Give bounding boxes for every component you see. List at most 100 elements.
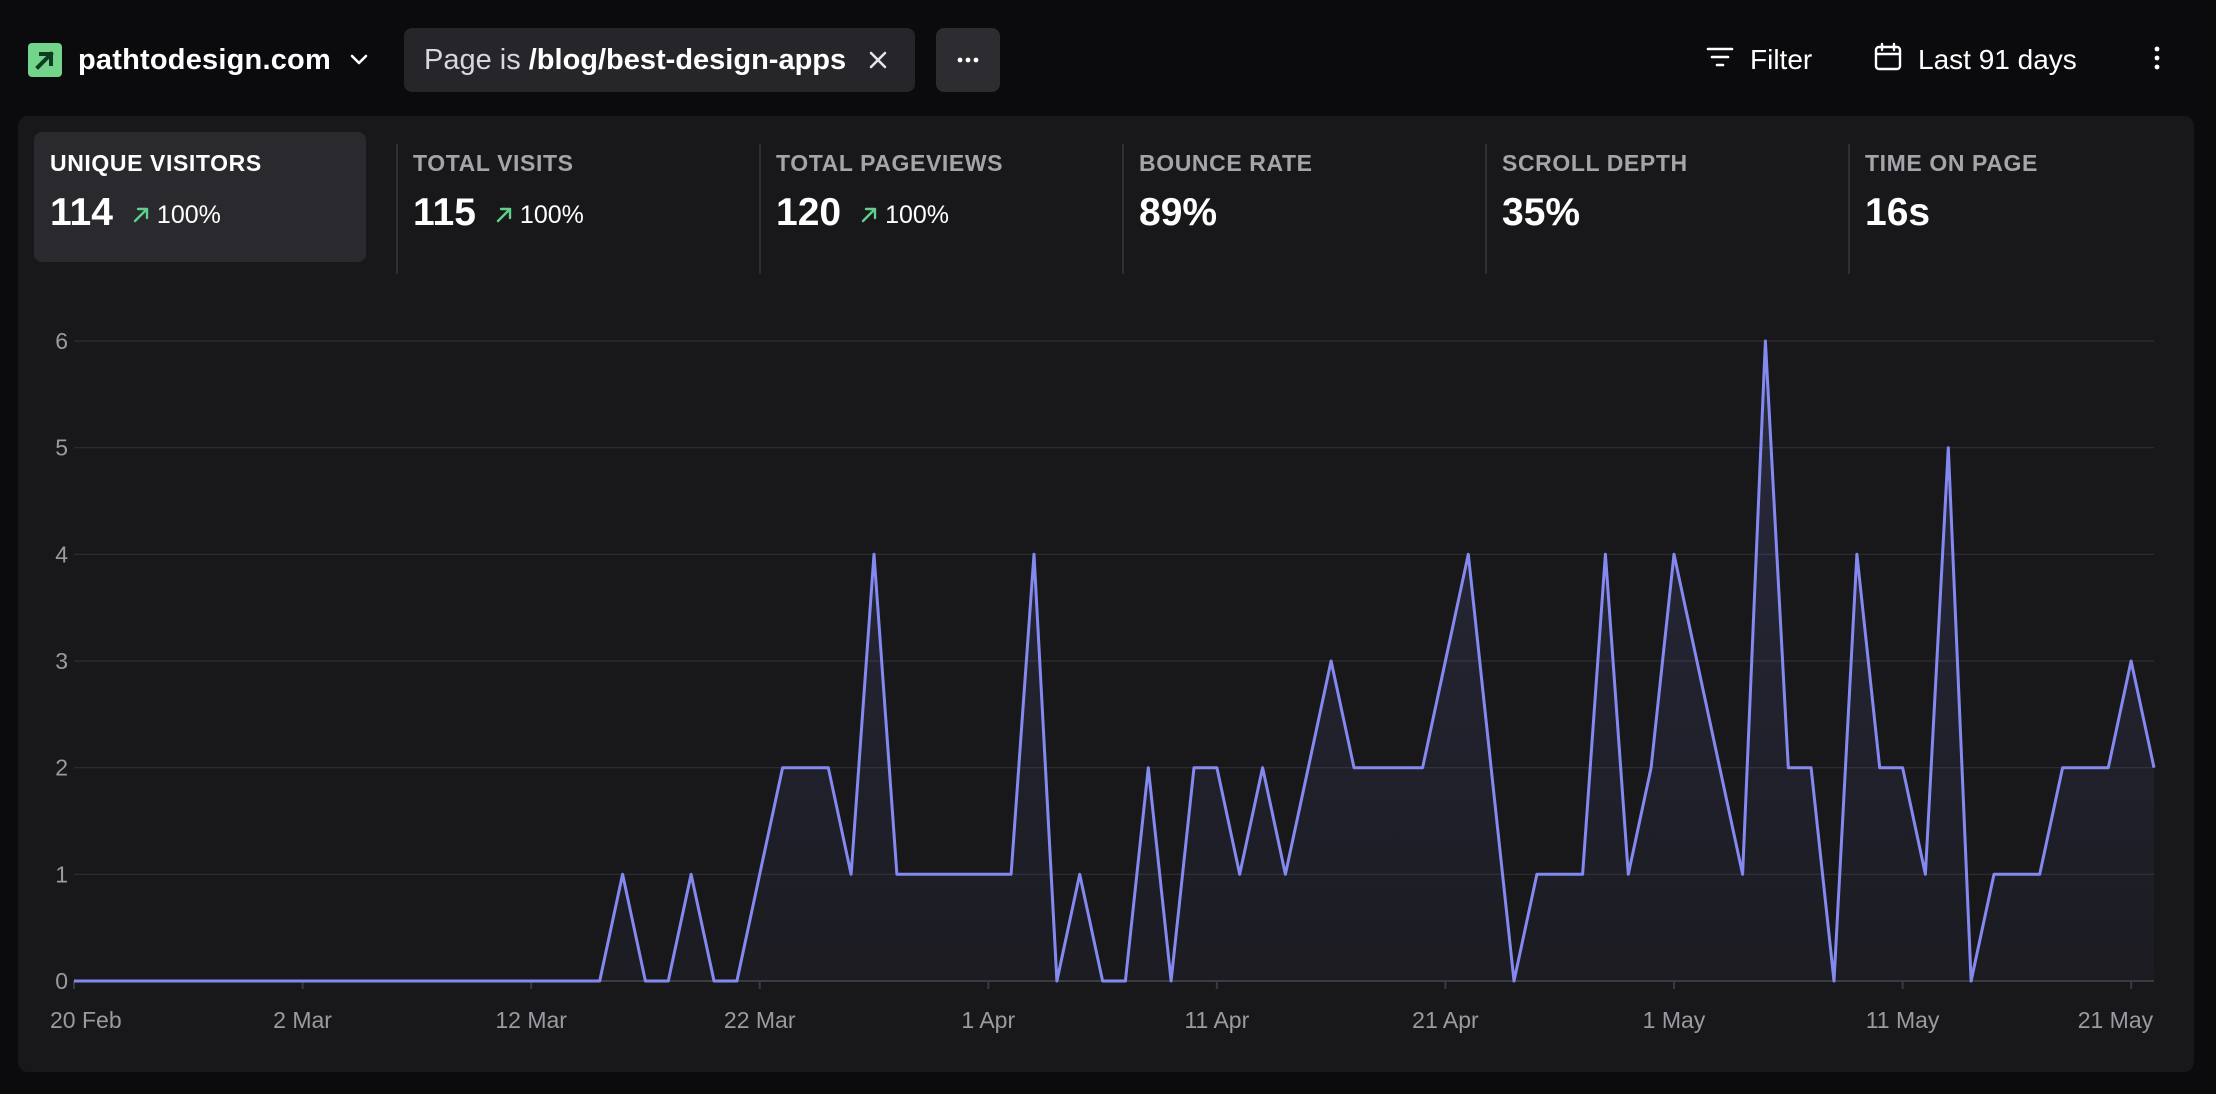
data-point[interactable] <box>1759 335 1771 347</box>
data-point[interactable] <box>617 868 629 880</box>
data-point[interactable] <box>365 975 377 987</box>
data-point[interactable] <box>159 975 171 987</box>
data-point[interactable] <box>1165 975 1177 987</box>
data-point[interactable] <box>434 975 446 987</box>
more-filters-button[interactable] <box>936 28 1000 92</box>
data-point[interactable] <box>891 868 903 880</box>
data-point[interactable] <box>1714 762 1726 774</box>
data-point[interactable] <box>1691 655 1703 667</box>
data-point[interactable] <box>411 975 423 987</box>
data-point[interactable] <box>1531 868 1543 880</box>
data-point[interactable] <box>708 975 720 987</box>
data-point[interactable] <box>1142 762 1154 774</box>
data-point[interactable] <box>662 975 674 987</box>
data-point[interactable] <box>1919 868 1931 880</box>
filter-button[interactable]: Filter <box>1706 30 1812 90</box>
data-point[interactable] <box>1554 868 1566 880</box>
data-point[interactable] <box>1394 762 1406 774</box>
stat-bounce-rate[interactable]: BOUNCE RATE 89% <box>1123 132 1455 262</box>
data-point[interactable] <box>2102 762 2114 774</box>
visitors-chart[interactable]: 0 1 2 3 4 5 6 20 Feb 2 Mar 12 Mar 22 Mar 1 Apr 11 A… <box>18 116 2194 1072</box>
data-point[interactable] <box>91 975 103 987</box>
data-point[interactable] <box>1005 868 1017 880</box>
data-point[interactable] <box>1257 762 1269 774</box>
data-point[interactable] <box>2079 762 2091 774</box>
data-point[interactable] <box>388 975 400 987</box>
data-point[interactable] <box>1325 655 1337 667</box>
data-point[interactable] <box>777 762 789 774</box>
data-point[interactable] <box>1942 442 1954 454</box>
options-menu-button[interactable] <box>2142 38 2172 82</box>
data-point[interactable] <box>639 975 651 987</box>
data-point[interactable] <box>731 975 743 987</box>
data-point[interactable] <box>1279 868 1291 880</box>
data-point[interactable] <box>1805 762 1817 774</box>
data-point[interactable] <box>1188 762 1200 774</box>
data-point[interactable] <box>137 975 149 987</box>
data-point[interactable] <box>457 975 469 987</box>
data-point[interactable] <box>342 975 354 987</box>
data-point[interactable] <box>2034 868 2046 880</box>
data-point[interactable] <box>205 975 217 987</box>
data-point[interactable] <box>1439 655 1451 667</box>
data-point[interactable] <box>1051 975 1063 987</box>
data-point[interactable] <box>479 975 491 987</box>
data-point[interactable] <box>594 975 606 987</box>
data-point[interactable] <box>1348 762 1360 774</box>
stat-total-visits[interactable]: TOTAL VISITS 115 100% <box>397 132 729 262</box>
data-point[interactable] <box>228 975 240 987</box>
data-point[interactable] <box>1417 762 1429 774</box>
data-point[interactable] <box>525 975 537 987</box>
data-point[interactable] <box>1302 762 1314 774</box>
data-point[interactable] <box>845 868 857 880</box>
data-point[interactable] <box>1234 868 1246 880</box>
data-point[interactable] <box>754 868 766 880</box>
data-point[interactable] <box>914 868 926 880</box>
data-point[interactable] <box>1988 868 2000 880</box>
data-point[interactable] <box>274 975 286 987</box>
data-point[interactable] <box>868 548 880 560</box>
data-point[interactable] <box>319 975 331 987</box>
data-point[interactable] <box>2125 655 2137 667</box>
stat-unique-visitors[interactable]: UNIQUE VISITORS 114 100% <box>34 132 366 262</box>
data-point[interactable] <box>1851 548 1863 560</box>
data-point[interactable] <box>548 975 560 987</box>
stat-total-pageviews[interactable]: TOTAL PAGEVIEWS 120 100% <box>760 132 1092 262</box>
data-point[interactable] <box>1119 975 1131 987</box>
data-point[interactable] <box>1828 975 1840 987</box>
data-point[interactable] <box>1599 548 1611 560</box>
data-point[interactable] <box>799 762 811 774</box>
data-point[interactable] <box>1668 548 1680 560</box>
data-point[interactable] <box>1462 548 1474 560</box>
data-point[interactable] <box>1897 762 1909 774</box>
page-filter-chip[interactable]: Page is /blog/best-design-apps <box>404 28 915 92</box>
data-point[interactable] <box>959 868 971 880</box>
data-point[interactable] <box>1874 762 1886 774</box>
data-point[interactable] <box>822 762 834 774</box>
data-point[interactable] <box>1645 762 1657 774</box>
data-point[interactable] <box>2148 762 2160 774</box>
data-point[interactable] <box>1737 868 1749 880</box>
data-point[interactable] <box>1028 548 1040 560</box>
data-point[interactable] <box>502 975 514 987</box>
data-point[interactable] <box>251 975 263 987</box>
data-point[interactable] <box>114 975 126 987</box>
data-point[interactable] <box>982 868 994 880</box>
data-point[interactable] <box>1965 975 1977 987</box>
data-point[interactable] <box>571 975 583 987</box>
data-point[interactable] <box>937 868 949 880</box>
stat-scroll-depth[interactable]: SCROLL DEPTH 35% <box>1486 132 1818 262</box>
data-point[interactable] <box>1485 762 1497 774</box>
data-point[interactable] <box>1782 762 1794 774</box>
data-point[interactable] <box>1211 762 1223 774</box>
data-point[interactable] <box>68 975 80 987</box>
data-point[interactable] <box>1577 868 1589 880</box>
data-point[interactable] <box>297 975 309 987</box>
close-icon[interactable] <box>865 47 891 73</box>
data-point[interactable] <box>685 868 697 880</box>
data-point[interactable] <box>182 975 194 987</box>
data-point[interactable] <box>1371 762 1383 774</box>
data-point[interactable] <box>1074 868 1086 880</box>
data-point[interactable] <box>2011 868 2023 880</box>
date-range-button[interactable]: Last 91 days <box>1874 30 2077 90</box>
